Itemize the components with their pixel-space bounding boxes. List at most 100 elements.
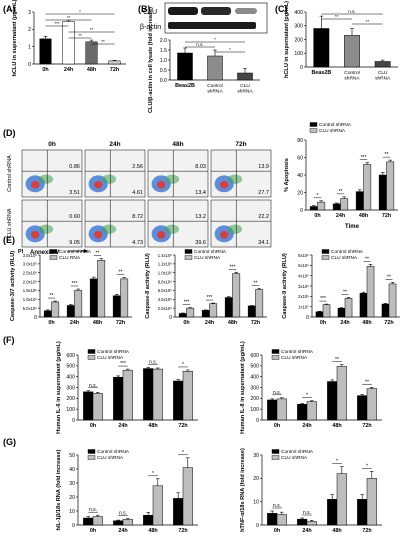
flow-quadrant-lower-value: 3.51 (69, 190, 80, 196)
bar (92, 393, 103, 421)
legend-swatch (184, 255, 193, 260)
bar (317, 201, 326, 211)
x-tick-label: 72h (362, 528, 371, 534)
flow-time-label: 24h (109, 141, 120, 148)
x-tick-label: 72h (110, 67, 119, 73)
legend-label: CLU shRNA (319, 128, 346, 134)
flow-quadrant-upper-value: 13.2 (195, 214, 206, 220)
bar (267, 399, 278, 421)
flow-quadrant-lower-value: 4.73 (132, 240, 143, 246)
y-tick-label: 100 (294, 51, 303, 57)
chart-c: 0 100 200 300 400 hCLU in supernatant (pg/mL)… (284, 1, 398, 82)
flow-dot-spread (164, 174, 180, 184)
bar (92, 516, 103, 526)
y-tick-label: 1x10⁵ (298, 304, 309, 309)
y-tick-label: 0.5 (160, 68, 167, 74)
y-tick-label: 0 (72, 523, 75, 529)
y-tick-label: 5.0x10⁵ (23, 306, 38, 311)
bar (112, 295, 121, 318)
legend-label: Control shRNA (194, 249, 227, 255)
bar (357, 395, 368, 421)
flow-dot-spread (38, 224, 54, 234)
flow-quadrant-upper-value: 8.72 (132, 214, 143, 220)
flow-dot-core (31, 231, 40, 239)
x-tick-label: 0h (183, 320, 189, 326)
y-tick-label: 400 (250, 374, 259, 380)
significance-marker: ** (50, 293, 54, 299)
x-tick-label-line2: shRNA (237, 89, 253, 95)
flow-quadrant-lower-value: 4.61 (132, 190, 143, 196)
y-tick-label: 6x10⁵ (298, 253, 309, 258)
flow-quadrant-upper-value: 0.60 (69, 214, 80, 220)
y-tick-label: 20 (69, 495, 75, 501)
bar (120, 278, 129, 318)
bar (62, 21, 75, 65)
y-tick-label: 1.5 (160, 48, 167, 54)
bar (344, 35, 360, 68)
bar (74, 290, 83, 318)
flow-quadrant-lower-value: 34.1 (258, 240, 269, 246)
y-tick-label: 300 (66, 385, 75, 391)
flow-quadrant-lower-value: 9.05 (69, 240, 80, 246)
significance-marker: n.s. (273, 503, 281, 509)
y-tick-label: 500 (66, 364, 75, 370)
y-tick-label: 40 (297, 173, 303, 179)
y-tick-label: 600 (250, 353, 259, 359)
x-tick-label: 0h (90, 423, 96, 429)
y-tick-label: 1.5x10⁶ (23, 288, 38, 293)
x-tick-label: 0h (320, 320, 326, 326)
panel-label-e: (E) (3, 235, 15, 245)
flow-annexin-label: Annexin V (30, 250, 59, 256)
y-tick-label: 200 (294, 37, 303, 43)
chart-e3: 0 1x10⁵ 2x10⁵ 3x10⁵ 4x10⁵ 5x10⁵ 6x10⁵ Caspase-9… (282, 249, 400, 326)
x-tick-label: 24h (118, 423, 127, 429)
flow-quadrant-upper-value: 22.2 (258, 214, 269, 220)
x-tick-label-line2: shRNA (344, 76, 360, 82)
bar (237, 72, 253, 81)
bar (340, 198, 349, 211)
bar (85, 41, 98, 65)
y-tick-label: 600 (66, 353, 75, 359)
charts-layer: 0 1 2 3 hCLU in supernatant (pg/mL) 0h 24h 48h 7… (10, 0, 400, 534)
significance-marker: ** (254, 281, 258, 287)
significance-marker: *** (72, 281, 78, 287)
x-tick-label: 72h (178, 528, 187, 534)
flow-dot-core (31, 181, 40, 189)
blot-actin-label: β-actin (140, 24, 161, 31)
y-axis-label: hIL-1β/18s RNA (fold increase) (56, 449, 62, 530)
y-tick-label: 100 (66, 407, 75, 413)
flow-quadrant-upper-value: 8.03 (195, 164, 206, 170)
chart-f1: 0 100 200 300 400 500 600 Human IL-6 in superna… (56, 341, 198, 434)
bar (122, 369, 133, 421)
y-tick-label: 1.4x10⁶ (158, 253, 173, 258)
y-tick-label: 2x10⁵ (298, 294, 309, 299)
flow-dot-core (157, 181, 166, 189)
significance-marker: ** (339, 189, 343, 195)
bar (255, 289, 264, 318)
panel-label-b: (B) (138, 4, 151, 14)
x-tick-label-line2: shRNA (375, 76, 391, 82)
y-tick-label: 200 (66, 396, 75, 402)
x-tick-label: CLU (378, 70, 388, 76)
bar (83, 517, 94, 526)
x-tick-label: 48h (148, 423, 157, 429)
flow-dot-core (94, 181, 103, 189)
x-tick-label: 48h (359, 213, 368, 219)
bar (327, 381, 338, 421)
flow-dot-spread (227, 174, 243, 184)
significance-marker: *** (207, 295, 213, 301)
y-tick-label: 1.0x10⁶ (158, 271, 173, 276)
legend-swatch (87, 349, 96, 354)
significance-marker: n.s. (273, 390, 281, 396)
x-tick-label: 24h (70, 320, 79, 326)
x-tick-label: 72h (251, 320, 260, 326)
legend-label: CLU shRNA (281, 455, 308, 461)
significance-marker: *** (320, 296, 326, 302)
y-tick-label: 2.0 (160, 38, 167, 44)
legend-swatch (321, 255, 330, 260)
y-tick-label: 0 (72, 418, 75, 424)
bar (224, 297, 233, 318)
x-tick-label: 48h (93, 320, 102, 326)
significance-marker: ** (365, 256, 369, 262)
bar (39, 38, 52, 65)
